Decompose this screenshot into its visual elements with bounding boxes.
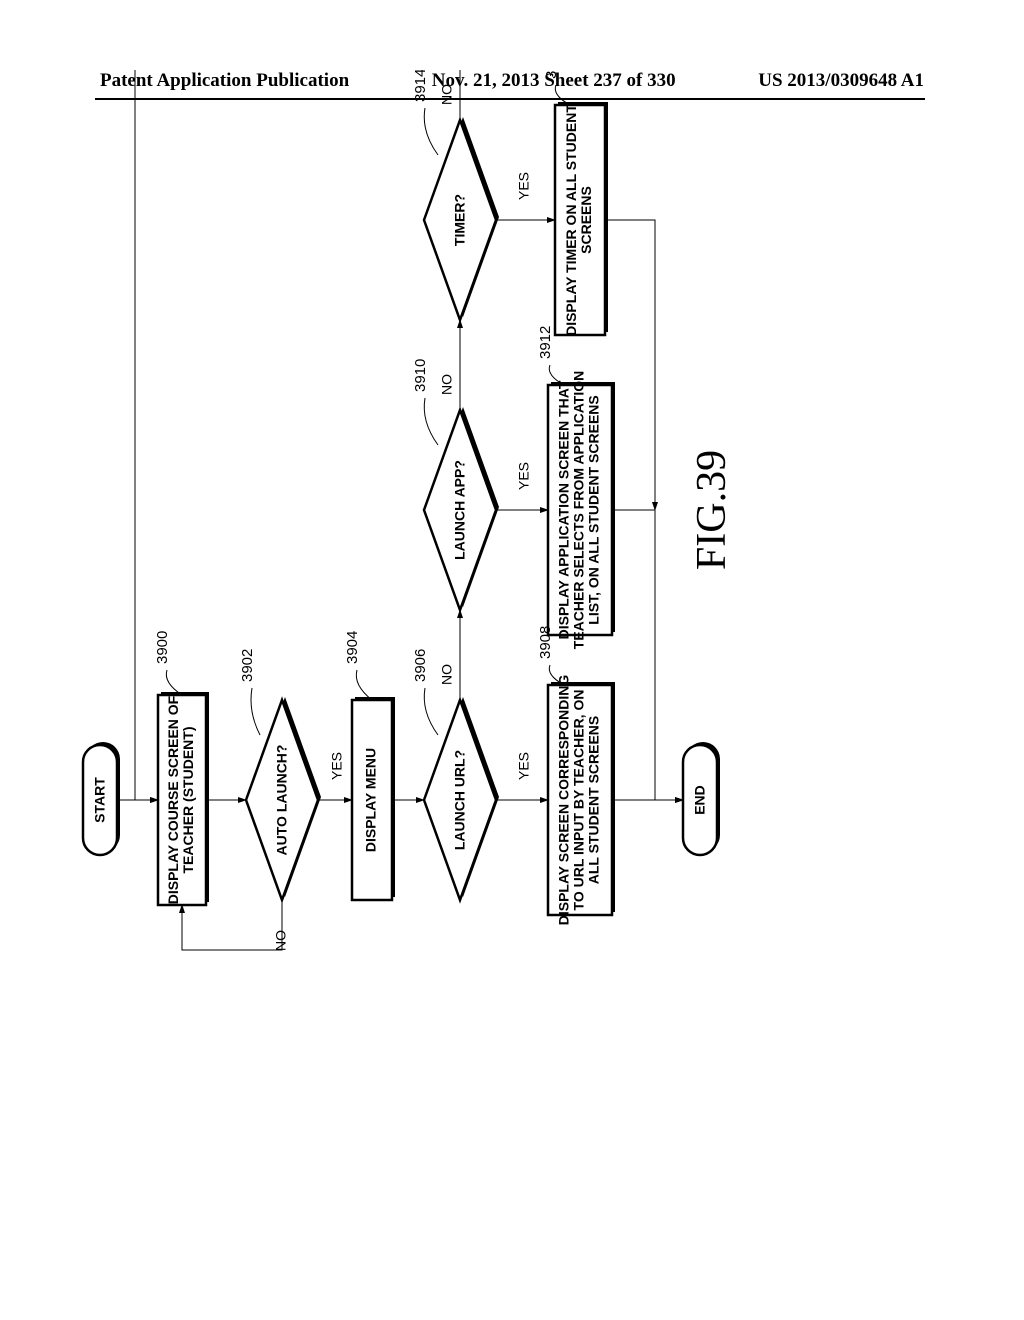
svg-text:ALL STUDENT SCREENS: ALL STUDENT SCREENS [586,716,602,885]
svg-text:YES: YES [329,752,345,780]
svg-text:3916: 3916 [543,70,560,79]
svg-text:NO: NO [439,84,455,105]
svg-text:FIG.39: FIG.39 [689,450,735,570]
svg-text:3900: 3900 [154,631,171,664]
svg-text:DISPLAY SCREEN CORRESPONDING: DISPLAY SCREEN CORRESPONDING [556,675,572,926]
svg-text:3914: 3914 [412,70,429,102]
svg-text:YES: YES [516,172,532,200]
flowchart-svg: YES NO YES NO YES NO YES NO START DISPLAY COURSE … [60,70,740,970]
svg-text:TIMER?: TIMER? [452,194,468,246]
svg-text:SCREENS: SCREENS [578,186,594,254]
svg-text:LIST, ON ALL STUDENT SCREENS: LIST, ON ALL STUDENT SCREENS [586,395,602,624]
svg-text:TEACHER (STUDENT): TEACHER (STUDENT) [180,727,196,874]
svg-text:YES: YES [516,752,532,780]
svg-text:TEACHER SELECTS FROM APPLICATI: TEACHER SELECTS FROM APPLICATION [571,371,587,649]
svg-text:LAUNCH URL?: LAUNCH URL? [452,750,468,850]
header-right: US 2013/0309648 A1 [758,70,924,92]
svg-text:LAUNCH APP?: LAUNCH APP? [452,460,468,560]
svg-text:TO URL INPUT BY TEACHER, ON: TO URL INPUT BY TEACHER, ON [571,690,587,911]
svg-text:3908: 3908 [537,626,554,659]
svg-text:AUTO LAUNCH?: AUTO LAUNCH? [274,745,290,856]
svg-text:NO: NO [439,664,455,685]
svg-text:NO: NO [273,930,289,951]
svg-text:3904: 3904 [344,631,361,664]
svg-text:START: START [92,777,108,823]
flowchart-canvas: YESNOYESNOYESNOYESNOSTARTDISPLAY COURSE … [60,290,960,970]
svg-text:YES: YES [516,462,532,490]
svg-text:3906: 3906 [412,649,429,682]
svg-text:DISPLAY COURSE SCREEN OF: DISPLAY COURSE SCREEN OF [165,695,181,904]
svg-text:DISPLAY APPLICATION SCREEN THA: DISPLAY APPLICATION SCREEN THAT [556,380,572,639]
svg-text:NO: NO [439,374,455,395]
svg-text:DISPLAY MENU: DISPLAY MENU [363,748,379,852]
svg-text:3902: 3902 [239,649,256,682]
svg-text:3910: 3910 [412,359,429,392]
svg-text:3912: 3912 [537,326,554,359]
svg-text:END: END [692,785,708,815]
svg-text:DISPLAY TIMER ON ALL STUDENT: DISPLAY TIMER ON ALL STUDENT [563,104,579,336]
